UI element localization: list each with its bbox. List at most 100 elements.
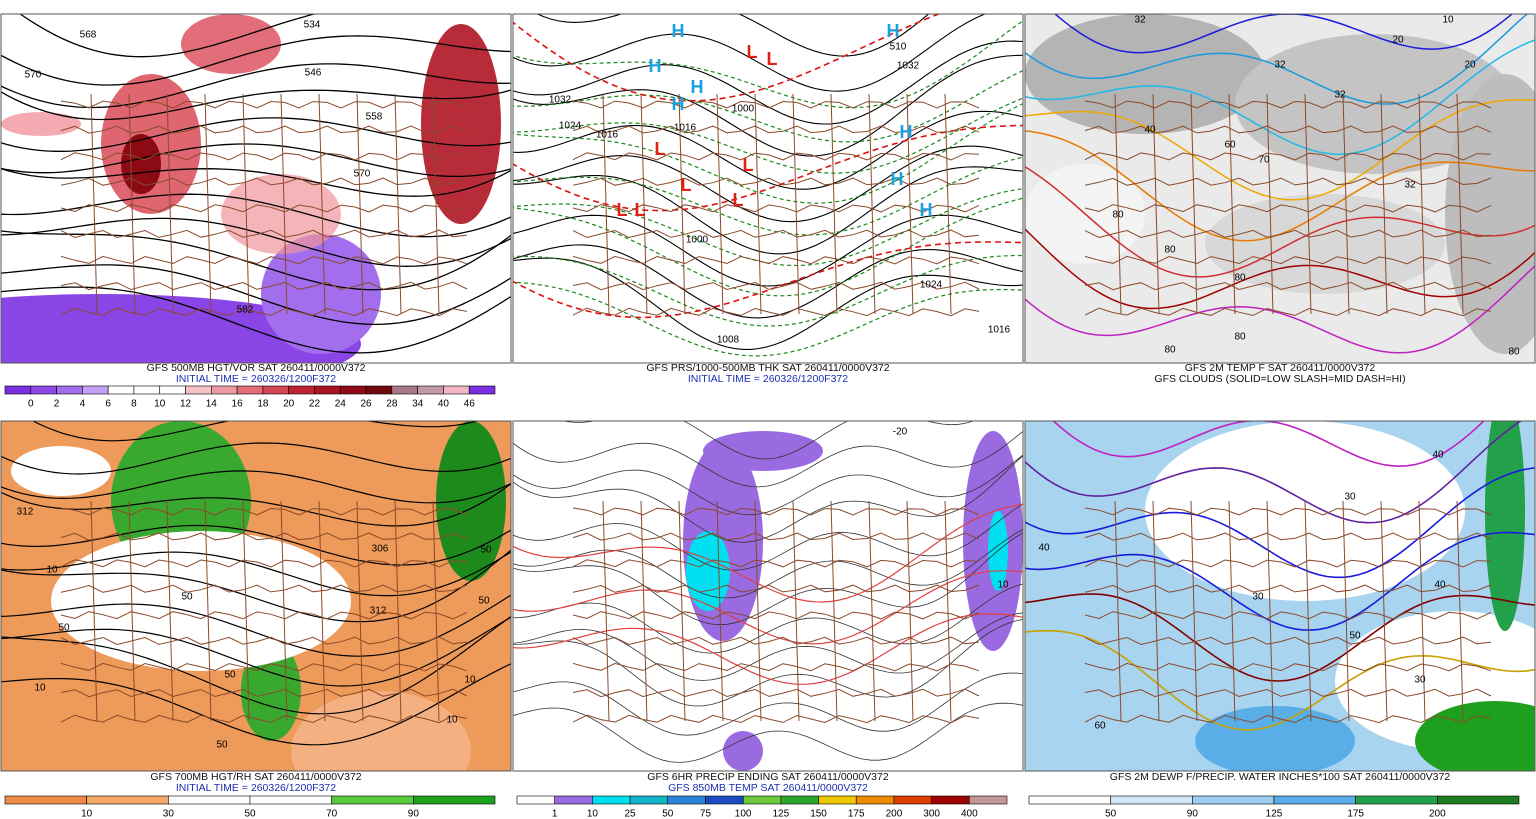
colorbar-swatch [56, 385, 83, 395]
state-border [944, 500, 952, 722]
colorbar-swatch [288, 385, 315, 395]
colorbar-label: 70 [326, 809, 338, 819]
state-border [1228, 500, 1236, 722]
contour-line [513, 145, 1023, 223]
contour-label: 80 [1234, 273, 1246, 284]
colorbar-label: 20 [283, 399, 295, 410]
colorbar-swatch [969, 795, 1008, 805]
colorbar-swatch [107, 385, 135, 395]
shaded-area [1205, 194, 1445, 294]
contour-label: 60 [1094, 721, 1106, 732]
colorbar-swatch [742, 795, 782, 805]
state-border [572, 636, 980, 646]
colorbar-swatch [391, 385, 418, 395]
state-border [572, 559, 980, 568]
colorbar-label: 400 [961, 809, 978, 819]
map-frame [512, 420, 1024, 772]
state-border [60, 204, 468, 213]
state-border [572, 532, 980, 541]
colorbar-label: 90 [408, 809, 420, 819]
state-border [602, 93, 610, 315]
contour-line [513, 532, 1023, 626]
contour-line [1025, 39, 1535, 155]
panel: GFS 500MB HGT/VOR SAT 260411/0000V372INI… [0, 13, 512, 410]
caption: GFS 700MB HGT/RH SAT 260411/0000V372 [150, 771, 361, 783]
colorbar-swatch [331, 795, 414, 805]
state-border [1084, 584, 1492, 593]
contour-line [513, 613, 1023, 685]
panel: GFS 2M DEWP F/PRECIP. WATER INCHES*100 S… [1024, 420, 1536, 819]
colorbar-label: 90 [1187, 809, 1199, 819]
state-border [1084, 688, 1492, 698]
shaded-area [51, 531, 351, 671]
state-border [716, 93, 724, 315]
colorbar-label: 0 [28, 399, 34, 410]
pressure-center: H [920, 200, 933, 220]
colorbar-swatch [855, 795, 895, 805]
state-border [640, 500, 648, 722]
pressure-center: L [747, 42, 758, 62]
subcaption: INITIAL TIME = 260326/1200F372 [176, 782, 336, 794]
state-border [572, 125, 980, 134]
pressure-center: H [649, 56, 662, 76]
contour-line [1025, 629, 1535, 731]
colorbar-swatch [1437, 795, 1520, 805]
state-border [1304, 93, 1312, 315]
colorbar-label: 16 [232, 399, 244, 410]
contour-line [513, 166, 1023, 255]
shaded-area [703, 431, 823, 471]
contour-label: 30 [1414, 675, 1426, 686]
state-border [1304, 500, 1312, 722]
state-border [1152, 93, 1160, 315]
shaded-area [11, 446, 111, 496]
state-border [432, 93, 440, 315]
state-border [60, 229, 468, 239]
map-background [513, 421, 1023, 771]
contour-label: 50 [1349, 631, 1361, 642]
panel: GFS 700MB HGT/RH SAT 260411/0000V372INIT… [0, 420, 512, 819]
state-border [678, 93, 686, 315]
colorbar-label: 34 [412, 399, 424, 410]
colorbar-label: 12 [180, 399, 192, 410]
contour-label: 70 [1258, 155, 1270, 166]
contour-line [1025, 264, 1535, 354]
contour-label: 1016 [674, 123, 697, 134]
colorbar-label: 2 [54, 399, 60, 410]
contour-label: 1016 [596, 130, 619, 141]
state-border [128, 93, 136, 315]
state-border [830, 93, 838, 315]
colorbar-swatch [516, 795, 555, 805]
contour-line [513, 570, 1023, 645]
contour-line [513, 156, 1023, 236]
colorbar-label: 10 [587, 809, 599, 819]
panel: GFS PRS/1000-500MB THK SAT 260411/0000V3… [512, 13, 1024, 385]
contour-line [513, 102, 1023, 204]
colorbar-swatch [262, 385, 289, 395]
colorbar-label: 30 [163, 809, 175, 819]
colorbar-label: 25 [625, 809, 637, 819]
contour-label: 40 [1434, 580, 1446, 591]
pressure-center: L [655, 139, 666, 159]
state-border [60, 611, 468, 620]
contour-label: 1016 [988, 325, 1011, 336]
state-border [754, 500, 762, 722]
contour-line [513, 430, 1023, 488]
contour-label: 568 [80, 30, 97, 41]
contour-label: 570 [354, 169, 371, 180]
contour-label: 32 [1334, 90, 1346, 101]
contour-line [1025, 466, 1535, 579]
colorbar-swatch [314, 385, 341, 395]
pressure-center: L [681, 175, 692, 195]
map-frame [1024, 420, 1536, 772]
contour-label: 50 [224, 670, 236, 681]
colorbar-swatch [893, 795, 932, 805]
map [1, 421, 511, 771]
contour-line [1025, 593, 1535, 682]
map-frame [512, 13, 1024, 364]
state-border [1084, 507, 1492, 516]
contour-label: 50 [480, 545, 492, 556]
map [1025, 14, 1535, 354]
colorbar-label: 175 [1347, 809, 1364, 819]
contour-line [513, 618, 1023, 707]
state-border [60, 507, 468, 516]
